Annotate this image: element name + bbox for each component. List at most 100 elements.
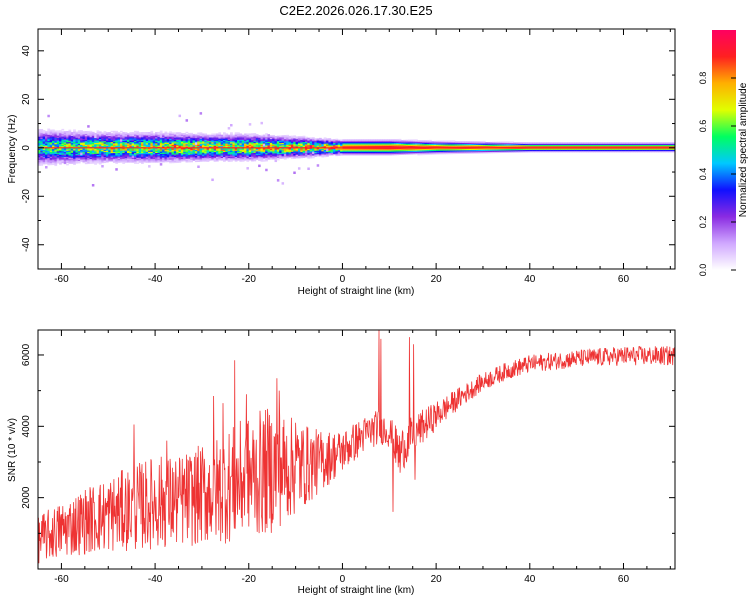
spectrogram-cell (84, 139, 88, 142)
spectrogram-cell (98, 142, 102, 144)
spectrogram-cell (201, 150, 205, 153)
spectrogram-cell (651, 144, 655, 147)
spectrogram-cell (218, 150, 222, 153)
spectrogram-cell (363, 153, 367, 156)
spectrogram-cell (489, 147, 493, 150)
spectrogram-cell (667, 145, 671, 148)
spectrogram-cell (150, 159, 154, 162)
spectrogram-cell (241, 148, 245, 150)
spectrogram-cell (342, 145, 346, 147)
spectrogram-cell (588, 148, 592, 150)
spectrogram-cell (220, 149, 224, 151)
spectrogram-cell (260, 149, 264, 151)
spectrogram-cell (501, 145, 505, 147)
spectrogram-cell (145, 139, 149, 141)
spectrogram-cell (340, 139, 343, 142)
spectrogram-cell (136, 130, 140, 133)
spectrogram-cell (176, 134, 179, 137)
spectrogram-cell (248, 158, 252, 161)
spectrogram-cell (244, 137, 247, 139)
spectrogram-cell (408, 150, 411, 153)
spectrogram-cell (288, 149, 292, 151)
spectrogram-cell (436, 150, 439, 153)
spectrogram-cell (105, 157, 109, 160)
spectrogram-cell (323, 141, 327, 143)
spectrogram-cell (581, 143, 585, 146)
spectrogram-cell (94, 153, 97, 156)
spectrogram-cell (129, 142, 133, 145)
spectrogram-cell (255, 148, 259, 151)
spectrogram-cell (194, 148, 198, 150)
spectrogram-cell (141, 153, 144, 156)
spectrogram-cell (651, 149, 655, 152)
spectrogram-cell (162, 136, 165, 139)
spectrogram-cell (115, 142, 119, 145)
spectrogram-cell (59, 153, 62, 155)
spectrogram-cell (370, 147, 374, 150)
spectrogram-cell (206, 152, 210, 155)
spectrogram-cell (436, 149, 439, 151)
spectrogram-cell (183, 139, 186, 141)
spectrogram-cell (110, 158, 114, 161)
spectrogram-cell (653, 150, 657, 153)
spectrogram-cell (61, 144, 65, 147)
spectrogram-cell (225, 140, 229, 143)
spectrogram-cell (94, 159, 97, 162)
spectrogram-cell (389, 140, 393, 143)
spectrogram-cell (199, 149, 203, 151)
spectrogram-cell (66, 151, 69, 154)
spectrogram-cell (532, 144, 535, 147)
spectrogram-cell (248, 123, 252, 126)
spectrogram-cell (262, 141, 266, 144)
spectrogram-cell (616, 148, 620, 150)
spectrogram-cell (424, 149, 428, 152)
spectrogram-cell (429, 145, 432, 148)
spectrogram-cell (87, 161, 90, 163)
colorbar-tick-label: 0.6 (698, 120, 708, 133)
spectrogram-cell (84, 137, 88, 139)
spectrogram-cell (333, 143, 336, 146)
spectrogram-cell (239, 141, 243, 144)
spectrogram-cell (237, 152, 240, 155)
spectrogram-cell (164, 134, 168, 136)
spectrogram-cell (157, 151, 161, 153)
spectrogram-cell (288, 156, 292, 159)
spectrogram-cell (370, 152, 374, 155)
spectrogram-cell (61, 161, 65, 164)
spectrogram-cell (234, 155, 238, 157)
spectrogram-cell (363, 151, 367, 154)
spectrogram-cell (307, 140, 311, 142)
spectrogram-cell (223, 143, 226, 145)
spectrogram-cell (166, 141, 170, 143)
spectrogram-cell (157, 159, 161, 162)
spectrogram-cell (52, 135, 55, 138)
spectrogram-cell (672, 149, 676, 152)
spectrogram-cell (77, 139, 81, 142)
spectrogram-cell (611, 145, 615, 148)
spectrogram-cell (215, 157, 219, 160)
spectrogram-cell (337, 140, 341, 143)
spectrogram-cell (230, 154, 233, 156)
spectrogram-cell (422, 145, 425, 147)
spectrogram-cell (40, 150, 44, 153)
spectrogram-cell (541, 148, 545, 150)
spectrogram-cell (166, 146, 170, 148)
spectrogram-cell (122, 136, 126, 139)
spectrogram-cell (656, 142, 660, 144)
spectrogram-cell (141, 162, 144, 164)
spectrogram-cell (38, 160, 41, 163)
spectrogram-cell (316, 155, 320, 157)
spectrogram-cell (241, 160, 245, 162)
spectrogram-cell (194, 145, 198, 148)
spectrogram-cell (672, 142, 676, 144)
spectrogram-cell (187, 135, 191, 137)
spectrogram-cell (131, 157, 135, 160)
spectrogram-cell (52, 147, 55, 150)
spectrogram-cell (96, 150, 100, 153)
spectrogram-cell (152, 157, 156, 160)
spectrogram-cell (70, 131, 74, 134)
spectrogram-cell (89, 157, 93, 160)
spectrogram-cell (45, 149, 48, 151)
spectrogram-cell (368, 139, 371, 141)
spectrogram-cell (304, 148, 308, 151)
